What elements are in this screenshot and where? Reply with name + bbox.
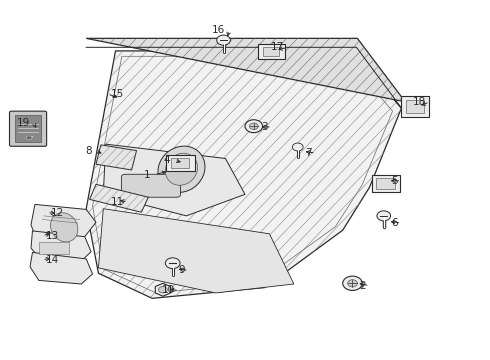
Circle shape — [293, 143, 303, 151]
Text: 14: 14 — [46, 255, 59, 265]
Circle shape — [217, 35, 230, 45]
FancyBboxPatch shape — [166, 154, 195, 171]
Text: 13: 13 — [46, 231, 59, 240]
Polygon shape — [31, 231, 91, 262]
Text: 2: 2 — [359, 281, 366, 291]
Polygon shape — [90, 184, 148, 212]
Polygon shape — [31, 204, 96, 255]
FancyBboxPatch shape — [122, 174, 180, 197]
Circle shape — [159, 287, 167, 293]
FancyBboxPatch shape — [401, 96, 429, 117]
Polygon shape — [30, 252, 93, 284]
Text: 7: 7 — [305, 148, 312, 158]
Circle shape — [165, 258, 180, 269]
Text: 17: 17 — [271, 42, 284, 52]
FancyBboxPatch shape — [371, 175, 400, 192]
Text: 12: 12 — [51, 208, 64, 218]
Polygon shape — [98, 209, 294, 293]
FancyBboxPatch shape — [258, 44, 285, 59]
Text: 3: 3 — [261, 122, 268, 132]
FancyBboxPatch shape — [376, 178, 394, 189]
Polygon shape — [86, 39, 405, 102]
Text: 11: 11 — [111, 197, 124, 207]
Text: 5: 5 — [391, 176, 397, 186]
Text: 15: 15 — [111, 89, 124, 99]
Circle shape — [26, 135, 32, 140]
Text: 1: 1 — [144, 170, 151, 180]
Text: 18: 18 — [413, 97, 426, 107]
Circle shape — [249, 123, 258, 130]
Text: 19: 19 — [17, 118, 30, 128]
Text: 6: 6 — [391, 218, 397, 228]
Polygon shape — [103, 144, 245, 216]
FancyBboxPatch shape — [9, 111, 47, 146]
Polygon shape — [96, 145, 137, 170]
Circle shape — [343, 276, 362, 291]
Text: 10: 10 — [162, 285, 175, 296]
FancyBboxPatch shape — [39, 242, 69, 253]
Text: 4: 4 — [164, 155, 170, 165]
Circle shape — [245, 120, 263, 133]
Polygon shape — [86, 51, 401, 298]
FancyBboxPatch shape — [15, 115, 41, 141]
Circle shape — [347, 280, 357, 287]
Text: 9: 9 — [178, 265, 185, 275]
Text: 16: 16 — [212, 25, 225, 35]
FancyBboxPatch shape — [263, 47, 279, 56]
Polygon shape — [155, 283, 171, 296]
Ellipse shape — [166, 153, 197, 185]
Circle shape — [377, 211, 391, 221]
Ellipse shape — [50, 213, 78, 242]
Text: 8: 8 — [85, 145, 92, 156]
FancyBboxPatch shape — [171, 158, 189, 168]
Ellipse shape — [158, 146, 205, 192]
FancyBboxPatch shape — [406, 100, 424, 113]
